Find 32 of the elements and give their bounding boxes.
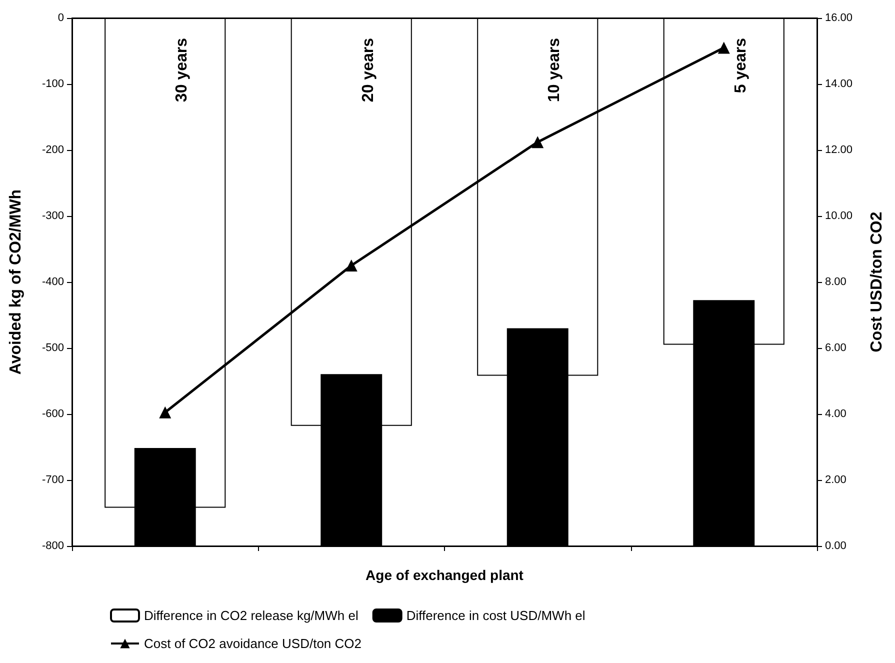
x-tick-label: 20 years (360, 38, 377, 102)
y-tick-label: -600 (42, 408, 64, 420)
x-tick-label: 10 years (546, 38, 564, 102)
x-tick-label: 30 years (174, 38, 191, 102)
y2-tick-label: 2.00 (825, 474, 846, 486)
y-tick-label: -300 (42, 210, 64, 222)
y2-tick-label: 14.00 (825, 78, 853, 90)
y2-tick-label: 12.00 (825, 144, 853, 156)
point (159, 406, 172, 418)
y-tick-label: -800 (42, 540, 64, 552)
y-tick-label: -400 (42, 276, 64, 288)
y2-axis-title: Cost USD/ton CO2 (868, 212, 886, 352)
y-tick-label: -700 (42, 474, 64, 486)
y-tick-label: -100 (42, 78, 64, 90)
y-tick-label: -200 (42, 144, 64, 156)
y2-tick-label: 8.00 (825, 276, 846, 288)
y2-tick-label: 0.00 (825, 540, 846, 552)
y-tick-label: -500 (42, 342, 64, 354)
y2-tick-label: 16.00 (825, 12, 853, 24)
point (532, 136, 544, 148)
y-tick-label: 0 (58, 12, 64, 24)
point (345, 260, 358, 272)
y-axis-title: Avoided kg of CO2/MWh (8, 189, 24, 375)
y2-tick-label: 4.00 (825, 408, 846, 420)
point (718, 42, 730, 54)
y2-tick-label: 10.00 (825, 210, 853, 222)
x-axis-title: Age of exchanged plant (366, 567, 524, 583)
legend-label: Difference in CO2 release kg/MWh el (144, 608, 358, 623)
y2-tick-label: 6.00 (825, 342, 846, 354)
x-tick-label: 5 years (732, 38, 750, 94)
legend-label: Difference in cost USD/MWh el (406, 608, 586, 623)
legend-label: Cost of CO2 avoidance USD/ton CO2 (144, 636, 362, 651)
